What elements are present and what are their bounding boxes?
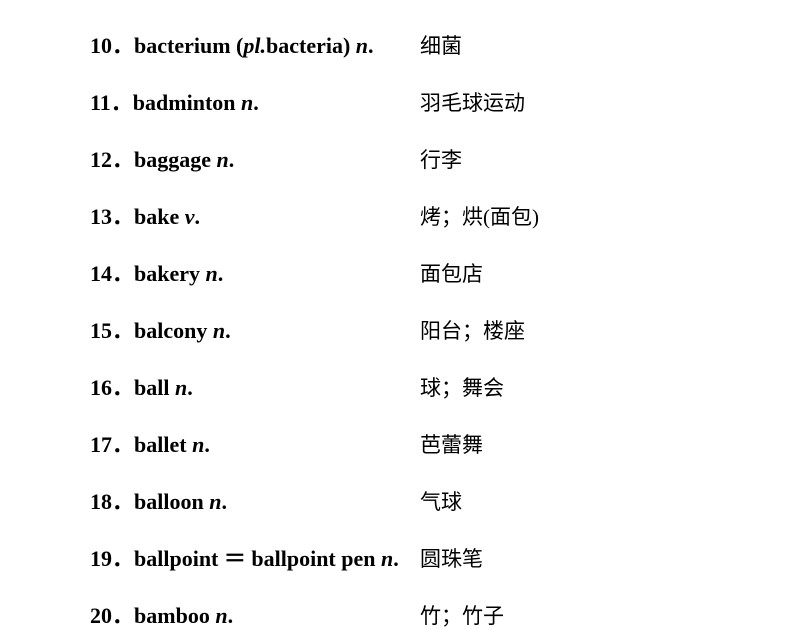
- entry-pos: n: [192, 432, 204, 457]
- entry-word: ballet: [134, 432, 192, 457]
- entry-word: ballpoint ＝ ballpoint pen: [134, 546, 381, 571]
- vocab-row: 11．badminton n.羽毛球运动: [90, 85, 794, 117]
- vocab-row: 19．ballpoint ＝ ballpoint pen n.圆珠笔: [90, 541, 794, 573]
- entry-meaning: 阳台；楼座: [420, 315, 525, 345]
- entry-pos: n: [175, 375, 187, 400]
- entry-number: 14．: [90, 261, 134, 286]
- entry-word: badminton: [133, 90, 241, 115]
- entry-meaning: 球；舞会: [420, 372, 504, 402]
- entry-meaning: 圆珠笔: [420, 543, 483, 573]
- vocab-row: 15．balcony n.阳台；楼座: [90, 313, 794, 345]
- entry-number: 10．: [90, 33, 134, 58]
- entry-trail: .: [368, 33, 374, 58]
- entry-word: balloon: [134, 489, 209, 514]
- entry-number: 19．: [90, 546, 134, 571]
- entry-word: baggage: [134, 147, 217, 172]
- entry-number: 16．: [90, 375, 134, 400]
- entry-number: 12．: [90, 147, 134, 172]
- entry-word: balcony: [134, 318, 213, 343]
- vocab-row: 20．bamboo n.竹；竹子: [90, 598, 794, 630]
- entry-pos: n: [356, 33, 368, 58]
- entry-term: 17．ballet n.: [90, 427, 420, 459]
- entry-meaning: 烤；烘(面包): [420, 201, 539, 231]
- entry-term: 12．baggage n.: [90, 142, 420, 174]
- entry-meaning: 羽毛球运动: [420, 87, 525, 117]
- entry-trail: .: [221, 489, 227, 514]
- vocab-row: 10．bacterium (pl.bacteria) n.细菌: [90, 28, 794, 60]
- entry-term: 20．bamboo n.: [90, 598, 420, 630]
- entry-word: bacterium: [134, 33, 236, 58]
- entry-pos: n: [381, 546, 393, 571]
- entry-term: 18．balloon n.: [90, 484, 420, 516]
- entry-pos: n: [241, 90, 253, 115]
- entry-paren-close: bacteria): [266, 33, 356, 58]
- entry-term: 16．ball n.: [90, 370, 420, 402]
- entry-pos: n: [217, 147, 229, 172]
- entry-number: 18．: [90, 489, 134, 514]
- vocab-row: 12．baggage n.行李: [90, 142, 794, 174]
- entry-word: bake: [134, 204, 185, 229]
- entry-word: bakery: [134, 261, 206, 286]
- entry-meaning: 细菌: [420, 30, 462, 60]
- entry-number: 17．: [90, 432, 134, 457]
- entry-number: 13．: [90, 204, 134, 229]
- entry-term: 11．badminton n.: [90, 85, 420, 117]
- entry-number: 20．: [90, 603, 134, 628]
- entry-meaning: 竹；竹子: [420, 600, 504, 630]
- vocab-row: 18．balloon n.气球: [90, 484, 794, 516]
- entry-meaning: 面包店: [420, 258, 483, 288]
- entry-trail: .: [187, 375, 193, 400]
- entry-trail: .: [195, 204, 201, 229]
- entry-pos: n: [206, 261, 218, 286]
- entry-pos: v: [185, 204, 195, 229]
- entry-trail: .: [228, 603, 234, 628]
- entry-pos: n: [215, 603, 227, 628]
- entry-term: 15．balcony n.: [90, 313, 420, 345]
- entry-word: ball: [134, 375, 175, 400]
- entry-word: bamboo: [134, 603, 215, 628]
- entry-trail: .: [393, 546, 399, 571]
- vocab-row: 14．bakery n.面包店: [90, 256, 794, 288]
- vocab-list: 10．bacterium (pl.bacteria) n.细菌11．badmin…: [0, 0, 794, 630]
- entry-number: 11．: [90, 90, 133, 115]
- entry-pos: n: [209, 489, 221, 514]
- entry-term: 10．bacterium (pl.bacteria) n.: [90, 28, 420, 60]
- entry-trail: .: [218, 261, 224, 286]
- vocab-row: 13．bake v.烤；烘(面包): [90, 199, 794, 231]
- entry-term: 14．bakery n.: [90, 256, 420, 288]
- entry-trail: .: [229, 147, 235, 172]
- entry-term: 13．bake v.: [90, 199, 420, 231]
- vocab-row: 16．ball n.球；舞会: [90, 370, 794, 402]
- entry-trail: .: [253, 90, 259, 115]
- entry-term: 19．ballpoint ＝ ballpoint pen n.: [90, 541, 420, 573]
- vocab-row: 17．ballet n.芭蕾舞: [90, 427, 794, 459]
- entry-pos: n: [213, 318, 225, 343]
- entry-number: 15．: [90, 318, 134, 343]
- entry-meaning: 行李: [420, 144, 462, 174]
- entry-plural: pl.: [243, 33, 266, 58]
- entry-trail: .: [225, 318, 231, 343]
- entry-meaning: 芭蕾舞: [420, 429, 483, 459]
- entry-trail: .: [204, 432, 210, 457]
- entry-meaning: 气球: [420, 486, 462, 516]
